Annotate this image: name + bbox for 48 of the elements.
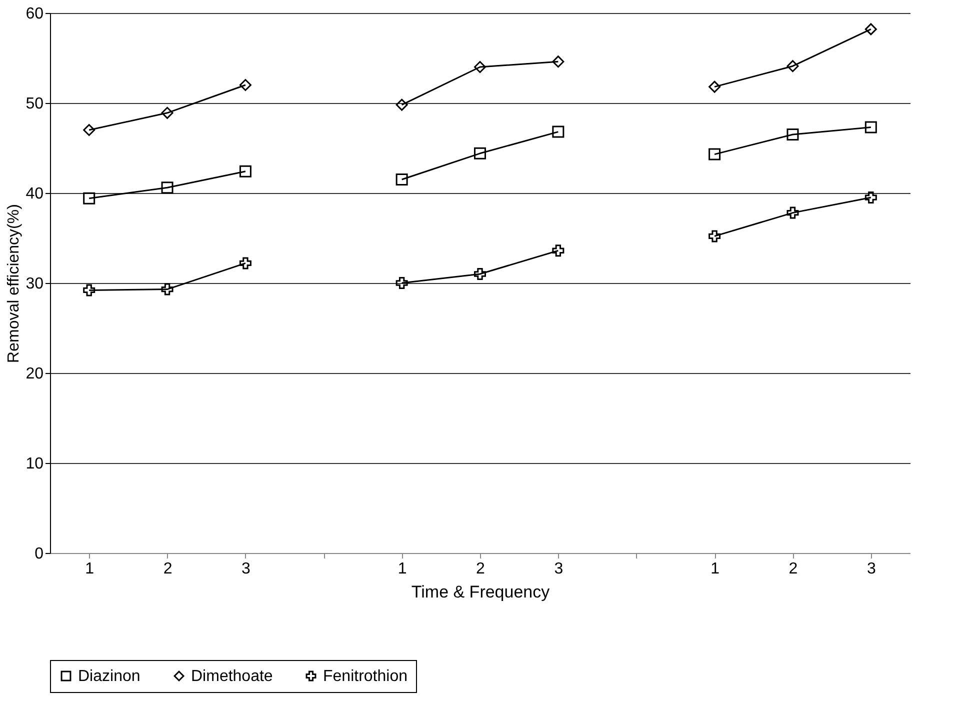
y-tick-label: 60	[26, 6, 44, 22]
point	[396, 98, 408, 111]
y-tick-label: 50	[26, 96, 44, 112]
point	[552, 56, 564, 68]
x-tick-label: 1	[398, 560, 407, 578]
point	[864, 192, 877, 204]
point	[83, 124, 96, 136]
y-tick-label: 20	[26, 366, 44, 382]
legend-label: Fenitrothion	[323, 668, 408, 685]
point	[864, 121, 877, 134]
y-tick-label: 0	[34, 546, 44, 562]
point	[474, 268, 486, 280]
point	[161, 283, 174, 296]
point	[786, 206, 799, 219]
point	[161, 182, 174, 194]
point	[786, 60, 799, 72]
y-tick-label: 30	[26, 276, 44, 292]
y-tick-label: 40	[26, 186, 44, 202]
point	[708, 148, 721, 160]
point	[864, 23, 877, 36]
point	[552, 244, 564, 257]
x-tick-label: 2	[788, 560, 798, 578]
point	[239, 79, 252, 91]
point	[474, 61, 486, 73]
point	[396, 277, 408, 289]
point	[83, 284, 96, 296]
x-tick-label: 1	[85, 560, 94, 578]
x-tick-label: 2	[163, 560, 172, 578]
x-tick-label: 3	[242, 560, 250, 578]
x-axis-title: Time & Frequency	[411, 582, 550, 602]
point	[708, 80, 721, 93]
point	[239, 165, 252, 178]
point	[83, 192, 96, 204]
legend-label: Dimethoate	[191, 668, 273, 685]
point	[161, 106, 174, 119]
x-tick-label: 3	[554, 560, 564, 578]
point	[708, 230, 721, 242]
point	[786, 128, 799, 140]
legend-label: Diazinon	[78, 668, 140, 685]
x-tick-label: 3	[866, 560, 876, 578]
point	[552, 126, 564, 138]
point	[396, 174, 408, 186]
y-axis-title: Removal efficiency(%)	[6, 204, 23, 363]
y-tick-label: 10	[26, 456, 44, 472]
x-tick-label: 2	[476, 560, 486, 578]
point	[239, 257, 252, 270]
x-tick-label: 1	[710, 560, 720, 578]
point	[474, 147, 486, 160]
